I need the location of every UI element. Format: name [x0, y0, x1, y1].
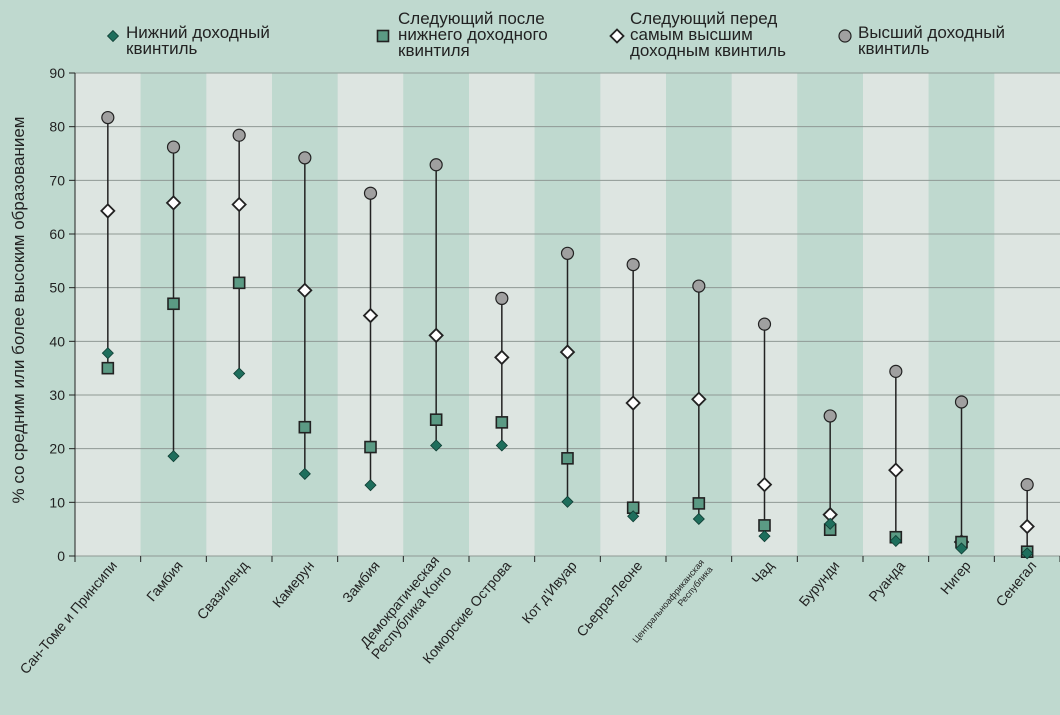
legend-label: Следующий перед самым высшим доходным квин… — [630, 9, 786, 60]
data-point — [363, 186, 378, 200]
data-point — [692, 279, 706, 293]
legend-label: Нижний доходный квинтиль — [126, 23, 270, 58]
data-point — [757, 317, 772, 331]
legend-marker — [838, 29, 852, 43]
data-point — [167, 297, 180, 311]
data-point — [495, 416, 509, 429]
data-point — [691, 391, 707, 408]
data-point — [889, 364, 903, 378]
y-tick-label: 90 — [49, 65, 65, 81]
data-point — [823, 409, 837, 423]
legend-label-line: Нижний доходный — [126, 23, 270, 42]
data-point — [231, 196, 247, 213]
y-tick-label: 20 — [49, 441, 65, 457]
data-point — [495, 439, 508, 452]
data-point — [888, 462, 904, 478]
data-point — [165, 195, 182, 211]
y-tick-label: 50 — [49, 280, 65, 296]
data-point — [429, 158, 443, 172]
data-point — [494, 349, 510, 366]
legend-label-line: квинтиль — [126, 39, 198, 58]
data-point — [561, 495, 574, 508]
data-point — [954, 395, 969, 409]
legend-marker — [376, 29, 390, 43]
data-point — [297, 282, 313, 299]
y-tick-label: 70 — [49, 172, 65, 188]
category-band — [994, 73, 1060, 556]
data-point — [627, 510, 640, 523]
data-point — [430, 439, 443, 452]
data-point — [758, 519, 771, 532]
y-tick-label: 30 — [49, 387, 65, 403]
data-point — [1019, 518, 1035, 535]
y-tick-label: 0 — [57, 548, 65, 564]
data-point — [364, 479, 377, 492]
data-point — [756, 476, 773, 493]
data-point — [758, 530, 771, 543]
y-tick-label: 40 — [49, 333, 65, 349]
legend-label-line: нижнего доходного — [398, 25, 548, 44]
legend-label-line: самым высшим — [630, 25, 753, 44]
y-axis-label: % со средним или более высоким образован… — [9, 117, 28, 504]
data-point — [692, 497, 706, 510]
data-point — [166, 140, 181, 154]
data-markers — [100, 110, 1035, 560]
y-tick-label: 60 — [49, 226, 65, 242]
data-point — [232, 128, 246, 142]
legend-label-line: Следующий после — [398, 9, 545, 28]
data-point — [101, 347, 114, 360]
legend-item: Нижний доходный квинтиль — [106, 23, 270, 58]
data-point — [298, 420, 312, 434]
data-point — [1021, 547, 1034, 560]
y-axis: 0 10 20 30 40 50 60 70 80 90 — [49, 65, 76, 564]
data-point — [428, 327, 444, 344]
legend-marker — [106, 29, 120, 43]
data-point — [824, 517, 837, 530]
legend-label: Высший доходный квинтиль — [858, 23, 1005, 58]
data-point — [625, 395, 641, 411]
data-point — [692, 512, 705, 526]
legend-label-line: квинтиль — [858, 39, 930, 58]
legend-item: Высший доходный квинтиль — [838, 23, 1005, 58]
data-point — [560, 246, 575, 260]
data-point — [233, 367, 246, 380]
legend-item: Следующий после нижнего доходного квинтиля — [376, 9, 548, 60]
legend-label-line: Высший доходный — [858, 23, 1005, 42]
data-point — [559, 344, 576, 360]
legend-label-line: Следующий перед — [630, 9, 777, 28]
data-point — [955, 542, 968, 555]
data-point — [495, 291, 509, 305]
data-point — [167, 450, 180, 463]
data-point — [298, 151, 312, 165]
legend-label: Следующий после нижнего доходного квинтиля — [398, 9, 548, 60]
data-point — [362, 307, 379, 324]
legend-marker — [609, 28, 625, 44]
legend-item: Следующий перед самым высшим доходным квин… — [609, 9, 786, 60]
legend-label-line: доходным квинтиль — [630, 41, 786, 60]
legend-label-line: квинтиля — [398, 41, 470, 60]
y-tick-label: 80 — [49, 119, 65, 135]
data-point — [232, 276, 246, 290]
data-point — [626, 257, 640, 272]
data-point — [364, 440, 377, 454]
data-point — [101, 110, 115, 125]
data-point — [298, 467, 311, 480]
data-point — [1020, 478, 1034, 492]
data-point — [101, 361, 115, 375]
data-point — [561, 452, 574, 465]
y-tick-label: 10 — [49, 494, 65, 510]
data-point — [100, 203, 116, 219]
data-point — [889, 534, 902, 548]
data-point — [429, 413, 443, 426]
